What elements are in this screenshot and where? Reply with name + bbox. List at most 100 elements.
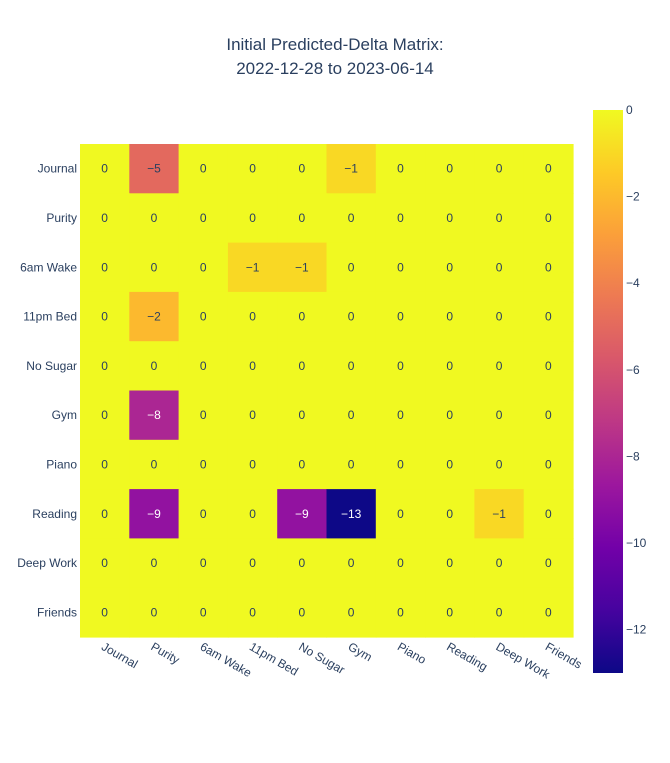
heatmap-cell: [425, 390, 475, 441]
cell-value-label: 0: [249, 359, 256, 373]
cell-value-label: 0: [348, 260, 355, 274]
cell-value-label: 0: [101, 605, 108, 619]
cell-value-label: 0: [249, 605, 256, 619]
cell-value-label: 0: [545, 457, 552, 471]
cell-value-label: 0: [200, 310, 207, 324]
cell-value-label: 0: [496, 605, 503, 619]
cell-value-label: 0: [496, 408, 503, 422]
heatmap-cell: [474, 242, 525, 293]
cell-value-label: 0: [200, 408, 207, 422]
heatmap-cell: [474, 144, 525, 194]
cell-value-label: 0: [446, 310, 453, 324]
cell-value-label: 0: [299, 556, 306, 570]
cell-value-label: 0: [348, 359, 355, 373]
chart-title: Initial Predicted-Delta Matrix: 2022-12-…: [226, 35, 443, 78]
cell-value-label: 0: [101, 556, 108, 570]
x-tick-label: No Sugar: [296, 639, 347, 676]
heatmap-cell: [178, 439, 229, 490]
heatmap-cell: [277, 489, 328, 539]
heatmap-cell: [375, 341, 426, 392]
cell-value-label: −1: [246, 260, 260, 274]
cell-value-label: 0: [496, 556, 503, 570]
heatmap-cell: [523, 538, 574, 589]
cell-value-label: 0: [496, 260, 503, 274]
cell-value-label: −9: [147, 507, 161, 521]
heatmap-cell: [474, 587, 525, 638]
cell-value-label: 0: [299, 162, 306, 176]
cell-value-label: 0: [397, 359, 404, 373]
heatmap-cell: [80, 489, 130, 539]
title-line-2: 2022-12-28 to 2023-06-14: [236, 59, 434, 78]
heatmap-cell: [80, 538, 130, 589]
x-tick-label: 11pm Bed: [247, 639, 301, 678]
cell-value-label: 0: [348, 457, 355, 471]
cell-value-label: 0: [397, 260, 404, 274]
y-tick-label: No Sugar: [26, 359, 77, 373]
heatmap-cell: [326, 390, 377, 441]
cell-value-label: −1: [344, 162, 358, 176]
heatmap-cell: [375, 144, 426, 194]
heatmap-cell: [474, 291, 525, 342]
heatmap-cell: [523, 489, 574, 539]
heatmap-cell: [277, 587, 328, 638]
heatmap-cell: [474, 193, 525, 244]
cell-value-label: 0: [446, 408, 453, 422]
heatmap-cell: [80, 587, 130, 638]
colorbar-tick-labels: 0 −2 −4 −6 −8 −10 −12: [626, 103, 647, 637]
cell-value-label: 0: [348, 211, 355, 225]
cell-value-label: 0: [397, 211, 404, 225]
cell-value-label: 0: [299, 408, 306, 422]
cell-value-label: 0: [299, 211, 306, 225]
heatmap-cell: [425, 193, 475, 244]
colorbar-tick-label: −10: [626, 536, 647, 550]
cell-value-label: 0: [348, 310, 355, 324]
cell-value-label: 0: [446, 605, 453, 619]
heatmap-cell: [129, 193, 180, 244]
cell-value-label: 0: [101, 310, 108, 324]
cell-value-label: 0: [101, 260, 108, 274]
heatmap-cell: [227, 341, 278, 392]
cell-value-label: 0: [101, 507, 108, 521]
cell-value-label: 0: [249, 310, 256, 324]
cell-value-label: 0: [249, 162, 256, 176]
heatmap-cell: [129, 242, 180, 293]
cell-value-label: 0: [249, 556, 256, 570]
heatmap-cell: [277, 439, 328, 490]
cell-value-label: −9: [295, 507, 309, 521]
cell-value-label: 0: [545, 556, 552, 570]
heatmap-cell: [178, 291, 229, 342]
heatmap-cell: [375, 489, 426, 539]
heatmap-cell: [523, 144, 574, 194]
cell-value-label: 0: [249, 507, 256, 521]
heatmap-cell: [277, 390, 328, 441]
heatmap-cell: [227, 587, 278, 638]
cell-value-label: 0: [151, 359, 158, 373]
x-tick-label: Piano: [395, 639, 429, 667]
heatmap-cell: [80, 242, 130, 293]
heatmap-cell: [80, 291, 130, 342]
y-tick-label: Journal: [38, 162, 77, 176]
heatmap-cell: [80, 439, 130, 490]
cell-value-label: 0: [348, 556, 355, 570]
heatmap-cell: [425, 439, 475, 490]
heatmap-cell: [80, 390, 130, 441]
cell-value-label: 0: [200, 211, 207, 225]
heatmap-cell: [178, 242, 229, 293]
cell-value-label: 0: [200, 359, 207, 373]
x-tick-label: Gym: [346, 639, 375, 664]
heatmap-cell: [425, 144, 475, 194]
heatmap-cell: [227, 144, 278, 194]
heatmap-cell: [375, 291, 426, 342]
heatmap-cell: [227, 538, 278, 589]
heatmap-cell: [326, 341, 377, 392]
cell-value-label: 0: [446, 211, 453, 225]
heatmap-cell: [326, 291, 377, 342]
heatmap-cell: [178, 489, 229, 539]
cell-value-label: 0: [446, 507, 453, 521]
cell-value-label: 0: [545, 260, 552, 274]
heatmap-cell: [80, 193, 130, 244]
cell-value-label: 0: [496, 359, 503, 373]
heatmap-cell: [277, 291, 328, 342]
cell-value-label: 0: [348, 408, 355, 422]
cell-value-label: 0: [101, 359, 108, 373]
